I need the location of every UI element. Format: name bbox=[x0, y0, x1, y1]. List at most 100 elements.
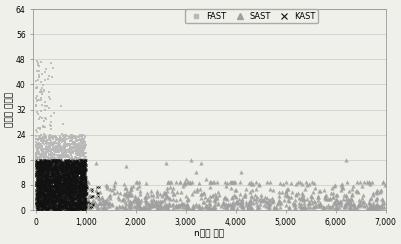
Point bbox=[178, 190, 184, 194]
Point bbox=[73, 172, 79, 176]
Point bbox=[296, 180, 302, 184]
Point bbox=[51, 193, 57, 196]
Point bbox=[43, 208, 49, 212]
Point bbox=[68, 183, 74, 186]
Point bbox=[43, 197, 49, 201]
Point bbox=[34, 188, 41, 192]
Point bbox=[46, 185, 52, 189]
Point bbox=[48, 203, 55, 207]
Point bbox=[49, 158, 56, 162]
Point bbox=[76, 170, 83, 174]
Point bbox=[80, 182, 86, 186]
Point bbox=[64, 187, 70, 191]
Point bbox=[33, 137, 39, 141]
Point bbox=[343, 201, 350, 205]
Point bbox=[123, 192, 130, 196]
Point bbox=[154, 202, 160, 206]
Point bbox=[50, 177, 57, 181]
Point bbox=[49, 195, 55, 199]
Point bbox=[34, 201, 40, 204]
Point bbox=[62, 204, 69, 208]
Point bbox=[35, 175, 41, 179]
Point bbox=[231, 188, 237, 192]
Point bbox=[46, 90, 53, 94]
Point bbox=[62, 148, 69, 152]
Point bbox=[80, 164, 86, 168]
Point bbox=[69, 183, 75, 187]
Point bbox=[45, 141, 52, 145]
Point bbox=[49, 173, 56, 177]
Point bbox=[55, 197, 62, 201]
Point bbox=[327, 191, 333, 195]
Point bbox=[45, 180, 51, 184]
Point bbox=[51, 165, 58, 169]
Point bbox=[70, 193, 77, 197]
Point bbox=[47, 171, 53, 175]
Point bbox=[42, 173, 49, 177]
Point bbox=[43, 160, 49, 163]
Point bbox=[44, 169, 50, 173]
Point bbox=[35, 160, 41, 164]
Point bbox=[34, 110, 41, 114]
Point bbox=[65, 172, 71, 176]
Point bbox=[42, 152, 49, 156]
Point bbox=[56, 195, 62, 199]
Point bbox=[359, 193, 365, 197]
Point bbox=[82, 159, 88, 163]
Point bbox=[70, 161, 77, 165]
Point bbox=[77, 158, 83, 162]
Point bbox=[41, 187, 48, 191]
Point bbox=[79, 205, 85, 209]
Point bbox=[212, 202, 218, 206]
Point bbox=[136, 184, 142, 188]
Point bbox=[60, 133, 67, 137]
Point bbox=[38, 171, 44, 174]
Point bbox=[43, 201, 50, 204]
Point bbox=[332, 197, 338, 201]
Point bbox=[65, 177, 72, 181]
Point bbox=[66, 201, 73, 205]
Point bbox=[275, 194, 282, 198]
Point bbox=[35, 194, 42, 198]
Point bbox=[82, 193, 88, 197]
Point bbox=[109, 203, 115, 207]
Point bbox=[82, 174, 88, 178]
Point bbox=[57, 160, 63, 164]
Point bbox=[34, 160, 41, 164]
Point bbox=[47, 202, 54, 206]
Point bbox=[67, 189, 73, 193]
Point bbox=[40, 170, 47, 174]
Point bbox=[69, 142, 75, 146]
Point bbox=[34, 164, 41, 168]
Point bbox=[79, 196, 86, 200]
Point bbox=[54, 183, 60, 187]
Point bbox=[58, 190, 64, 194]
Point bbox=[360, 200, 367, 204]
Point bbox=[82, 168, 89, 172]
Point bbox=[64, 191, 71, 194]
Point bbox=[48, 193, 55, 197]
Point bbox=[74, 178, 80, 182]
Point bbox=[49, 189, 55, 193]
Point bbox=[45, 201, 52, 204]
Point bbox=[53, 171, 59, 175]
Point bbox=[41, 193, 47, 197]
Point bbox=[70, 199, 76, 203]
Point bbox=[314, 198, 320, 202]
Point bbox=[57, 199, 64, 203]
Point bbox=[45, 188, 51, 192]
Point bbox=[34, 194, 40, 198]
Point bbox=[58, 198, 65, 202]
Point bbox=[70, 174, 76, 178]
Point bbox=[77, 196, 83, 200]
Point bbox=[33, 156, 39, 160]
Point bbox=[63, 186, 70, 190]
Point bbox=[61, 206, 67, 210]
Point bbox=[46, 180, 53, 184]
Point bbox=[67, 149, 73, 153]
Point bbox=[65, 195, 72, 199]
Point bbox=[93, 195, 99, 199]
Point bbox=[43, 170, 50, 174]
Point bbox=[55, 207, 62, 211]
Point bbox=[238, 197, 245, 201]
